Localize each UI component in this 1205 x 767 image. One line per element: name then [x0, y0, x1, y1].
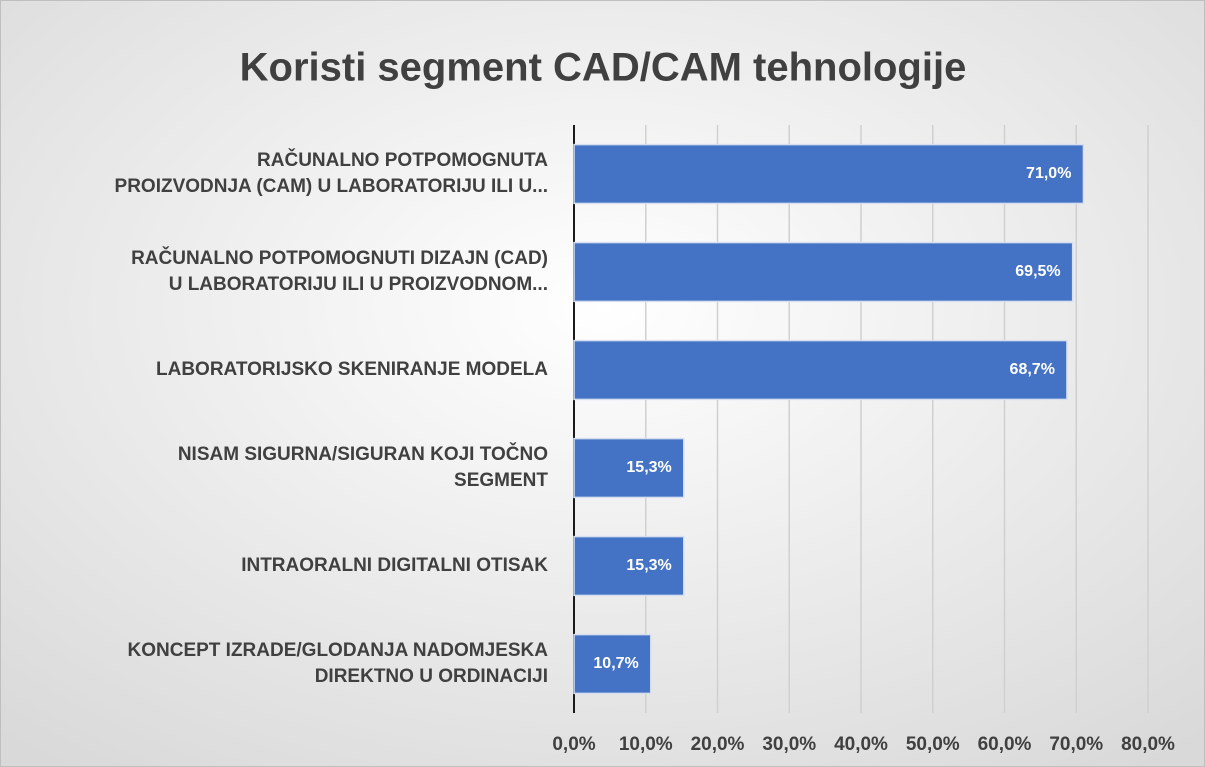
y-tick-label: LABORATORIJSKO SKENIRANJE MODELA: [156, 359, 548, 380]
bar: [573, 143, 1085, 205]
y-tick-label: NISAM SIGURNA/SIGURAN KOJI TOČNO SEGMENT: [178, 443, 549, 491]
bar: [573, 437, 685, 499]
bar: [573, 241, 1074, 303]
x-tick-label: 20,0%: [691, 734, 745, 755]
bar: [573, 535, 685, 597]
y-tick-label: KONCEPT IZRADE/GLODANJA NADOMJESKA DIREKT…: [128, 640, 549, 687]
x-tick-label: 0,0%: [552, 734, 595, 755]
data-label: 15,3%: [626, 557, 671, 574]
x-tick-label: 60,0%: [978, 734, 1032, 755]
y-tick-label: RAČUNALNO POTPOMOGNUTA PROIZVODNJA (CAM) …: [115, 149, 549, 197]
x-tick-label: 80,0%: [1121, 734, 1175, 755]
data-label: 71,0%: [1026, 165, 1071, 182]
data-label: 15,3%: [626, 459, 671, 476]
y-tick-label: INTRAORALNI DIGITALNI OTISAK: [241, 555, 548, 576]
chart-title: Koristi segment CAD/CAM tehnologije: [240, 46, 967, 90]
bar: [573, 339, 1068, 401]
x-tick-label: 50,0%: [906, 734, 960, 755]
data-label: 10,7%: [593, 655, 638, 672]
bar: [573, 633, 652, 695]
data-label: 69,5%: [1015, 263, 1060, 280]
data-label: 68,7%: [1010, 361, 1055, 378]
x-tick-label: 30,0%: [762, 734, 816, 755]
y-tick-label: RAČUNALNO POTPOMOGNUTI DIZAJN (CAD) U LAB…: [131, 247, 548, 295]
x-tick-label: 40,0%: [834, 734, 888, 755]
x-tick-label: 70,0%: [1049, 734, 1103, 755]
x-tick-label: 10,0%: [619, 734, 673, 755]
